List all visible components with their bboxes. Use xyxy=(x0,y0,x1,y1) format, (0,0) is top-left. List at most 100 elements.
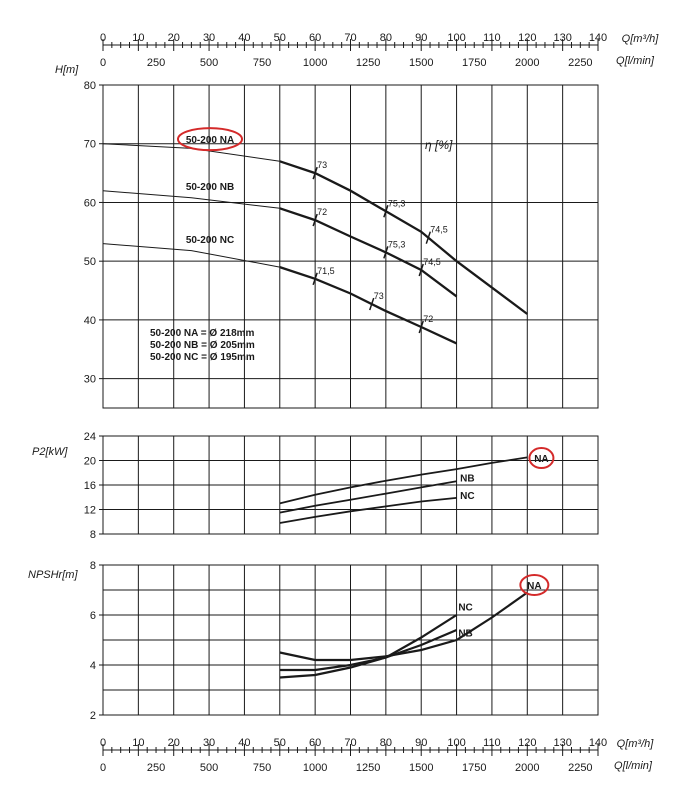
h-tick-label: 60 xyxy=(84,197,96,209)
h-tick-label: 50 xyxy=(84,256,96,268)
series-label-nb-power: NB xyxy=(460,474,474,485)
q-m3h-tick-label: 50 xyxy=(274,737,286,749)
power-panel: 24 20 16 12 8 P2[kW] xyxy=(32,431,599,541)
q-m3h-tick-label: 10 xyxy=(132,32,144,44)
efficiency-label: 73 xyxy=(374,291,384,301)
efficiency-label: 75,3 xyxy=(388,239,406,249)
q-m3h-tick-label: 30 xyxy=(203,737,215,749)
q-m3h-tick-label: 10 xyxy=(132,737,144,749)
q-m3h-tick-label: 80 xyxy=(380,737,392,749)
efficiency-label: 74,5 xyxy=(430,225,448,235)
p2-tick-label: 8 xyxy=(90,529,96,541)
q-lmin-tick-label: 1750 xyxy=(462,762,486,774)
efficiency-label: 74,5 xyxy=(423,257,441,267)
q-lmin-tick-label: 500 xyxy=(200,57,218,69)
head-curve-50-200-nb xyxy=(279,207,458,298)
series-label-nb-npsh: NB xyxy=(458,629,472,640)
q-m3h-tick-label: 70 xyxy=(344,32,356,44)
q-m3h-tick-label: 130 xyxy=(553,32,571,44)
series-label-nc-power: NC xyxy=(460,491,474,502)
q-m3h-tick-label: 50 xyxy=(274,32,286,44)
efficiency-label: 72 xyxy=(423,314,433,324)
power-curve-nb xyxy=(279,480,457,514)
top-q-lmin-label: Q[l/min] xyxy=(616,55,655,67)
q-m3h-tick-label: 40 xyxy=(238,737,250,749)
p2-tick-label: 24 xyxy=(84,431,96,443)
q-m3h-tick-label: 60 xyxy=(309,32,321,44)
series-label-nc-head: 50-200 NC xyxy=(186,235,234,246)
series-label-nc-npsh: NC xyxy=(458,602,472,613)
highlight-ring-na-head xyxy=(177,127,243,152)
p2-axis-label: P2[kW] xyxy=(32,446,68,458)
efficiency-label: 73 xyxy=(317,160,327,170)
diameter-na: 50-200 NA = Ø 218mm xyxy=(150,328,255,339)
q-m3h-tick-label: 130 xyxy=(553,737,571,749)
q-lmin-tick-label: 1500 xyxy=(409,57,433,69)
q-m3h-tick-label: 0 xyxy=(100,737,106,749)
q-lmin-tick-label: 2250 xyxy=(568,762,592,774)
highlight-ring-na-power xyxy=(528,447,555,470)
bottom-q-lmin-label: Q[l/min] xyxy=(614,760,653,772)
q-m3h-tick-label: 100 xyxy=(447,32,465,44)
series-label-na-head: 50-200 NA xyxy=(186,135,234,146)
q-lmin-tick-label: 1250 xyxy=(356,762,380,774)
q-lmin-tick-label: 2000 xyxy=(515,762,539,774)
head-curve-thin-50-200-nb xyxy=(102,190,280,209)
q-lmin-tick-label: 1000 xyxy=(303,57,327,69)
q-m3h-tick-label: 140 xyxy=(589,737,607,749)
q-m3h-tick-label: 120 xyxy=(518,32,536,44)
q-m3h-tick-label: 90 xyxy=(415,737,427,749)
efficiency-label: 71,5 xyxy=(317,266,335,276)
eta-axis-label: η [%] xyxy=(425,138,453,152)
npsh-curve-nc xyxy=(279,614,458,672)
efficiency-mark xyxy=(383,205,389,218)
efficiency-label: 75,3 xyxy=(388,198,406,208)
q-lmin-tick-label: 0 xyxy=(100,762,106,774)
power-curve-na xyxy=(279,456,528,505)
q-lmin-tick-label: 1250 xyxy=(356,57,380,69)
series-label-na-power: NA xyxy=(534,454,548,465)
efficiency-mark xyxy=(425,231,431,244)
efficiency-mark xyxy=(418,263,424,277)
bottom-q-m3h-label: Q[m³/h] xyxy=(617,738,655,750)
q-m3h-tick-label: 140 xyxy=(589,32,607,44)
q-m3h-tick-label: 30 xyxy=(203,32,215,44)
head-curve-thin-50-200-na xyxy=(102,143,280,162)
series-label-na-npsh: NA xyxy=(527,581,541,592)
q-m3h-tick-label: 120 xyxy=(518,737,536,749)
q-lmin-tick-label: 2250 xyxy=(568,57,592,69)
efficiency-mark xyxy=(312,272,318,286)
q-lmin-tick-label: 1000 xyxy=(303,762,327,774)
diameter-nb: 50-200 NB = Ø 205mm xyxy=(150,340,255,351)
p2-tick-label: 16 xyxy=(84,480,96,492)
q-m3h-tick-label: 40 xyxy=(238,32,250,44)
efficiency-mark xyxy=(369,297,375,311)
q-m3h-tick-label: 100 xyxy=(447,737,465,749)
npsh-tick-label: 8 xyxy=(90,560,96,572)
q-m3h-tick-label: 60 xyxy=(309,737,321,749)
npsh-tick-label: 6 xyxy=(90,610,96,622)
h-tick-label: 40 xyxy=(84,315,96,327)
p2-tick-label: 12 xyxy=(84,505,96,517)
npsh-panel: 8 6 4 2 NPSHr[m] xyxy=(28,560,599,722)
head-panel: 80 70 60 50 40 30 H[m] η [%] 73 75,3 74,5 72 75,3… xyxy=(55,64,599,409)
q-m3h-tick-label: 20 xyxy=(168,737,180,749)
npsh-curve-na xyxy=(279,591,528,662)
q-lmin-tick-label: 500 xyxy=(200,762,218,774)
series-label-nb-head: 50-200 NB xyxy=(186,182,234,193)
head-curve-50-200-nc xyxy=(279,266,458,345)
q-lmin-tick-label: 750 xyxy=(253,57,271,69)
npsh-tick-label: 2 xyxy=(90,710,96,722)
q-lmin-tick-label: 250 xyxy=(147,762,165,774)
q-m3h-tick-label: 110 xyxy=(483,737,501,749)
diameter-nc: 50-200 NC = Ø 195mm xyxy=(150,352,255,363)
efficiency-mark xyxy=(418,320,424,334)
npsh-tick-label: 4 xyxy=(90,660,96,672)
q-m3h-tick-label: 110 xyxy=(483,32,501,44)
q-m3h-tick-label: 80 xyxy=(380,32,392,44)
efficiency-mark xyxy=(312,213,318,227)
power-curve-nc xyxy=(279,497,457,524)
q-m3h-tick-label: 0 xyxy=(100,32,106,44)
q-lmin-tick-label: 1750 xyxy=(462,57,486,69)
bottom-flow-axis: 0 10 20 30 40 50 60 70 80 90 100 110 120 130 140 0 250 5… xyxy=(100,737,654,774)
